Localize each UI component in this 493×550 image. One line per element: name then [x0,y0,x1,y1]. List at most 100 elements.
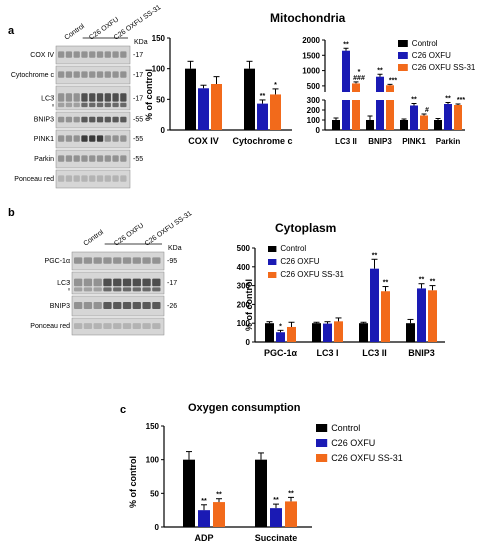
blot-b-band-ii [142,287,151,292]
blot-a-band-ii [120,102,127,108]
mito-right-category-label: BNIP3 [368,137,392,146]
blot-b-band-ii [113,287,122,292]
mito-left-tick-label: 100 [152,65,166,74]
cyto-significance: ** [372,252,378,259]
blot-a-band [58,135,65,142]
mito-legend-swatch [398,64,408,71]
blot-b-band [132,302,141,309]
blot-a-band [58,116,65,123]
blot-b-band [142,278,151,287]
blot-a-band [96,175,104,182]
mito-right-bar [410,105,418,130]
blot-b-band [152,257,161,264]
blot-a-band-ii [104,102,111,108]
blot-a-band [112,116,119,123]
oxygen-bar [285,501,297,527]
blot-b-kda-value: -26 [167,303,177,310]
blot-a-kda-value: -55 [133,156,143,163]
mito-right-bar [332,120,340,130]
blot-a-band-ii [96,102,104,108]
mito-right-bar-upper [352,83,360,92]
blot-b-kda-value: -17 [167,280,177,287]
oxygen-category-label: Succinate [255,533,298,543]
blot-a-band [112,71,119,78]
blot-a-band [73,135,80,142]
cyto-tick-label: 500 [237,244,251,253]
mito-left-category-label: Cytochrome c [232,136,292,146]
blot-a-band [73,116,80,123]
blot-a-band-ii [81,102,88,108]
blot-b-band [142,257,151,264]
mito-left-tick-label: 50 [156,95,165,104]
oxygen-legend-label: Control [331,423,360,433]
blot-a-band [58,155,65,162]
mito-left-category-label: COX IV [188,136,219,146]
blot-a-band [73,155,80,162]
mito-right-significance: ** [445,96,451,103]
mito-left-bar [185,68,196,130]
blot-a-band [89,116,96,123]
mito-right-bar-lower [386,100,394,130]
mito-right-category-label: PINK1 [402,137,426,146]
blot-a-strip [55,149,131,169]
blot-a-band [81,71,88,78]
blot-b-band [103,278,112,287]
panel-a-letter: a [8,25,15,37]
mito-right-bar [420,115,428,130]
blot-a-band [81,116,88,123]
cyto-bar [381,291,390,342]
blot-b-band-ii [122,287,132,292]
mito-right-significance: ** [377,67,383,74]
blot-a-strip [55,65,131,85]
cyto-category-label: LC3 I [316,348,338,358]
mito-right-category-label: LC3 II [335,137,357,146]
cyto-bar [428,290,437,342]
cyto-bar [417,288,426,342]
blot-b-band [83,257,93,264]
blot-a-band [89,175,96,182]
blot-a-band [65,175,73,182]
cyto-category-label: PGC-1α [264,348,298,358]
oxygen-bar [183,459,195,527]
blot-a-kda-value: -17 [133,72,143,79]
cyto-legend-label: C26 OXFU [280,257,319,266]
oxygen-legend-label: C26 OXFU SS-31 [331,453,403,463]
mito-right-lower-tick-label: 100 [307,116,321,125]
cyto-tick-label: 200 [237,300,251,309]
cyto-bar [276,332,285,342]
oxygen-significance: ** [288,490,294,497]
cyto-legend-swatch [268,246,277,252]
oxygen-bar [255,459,267,527]
blot-b-band [113,278,122,287]
blot-b-band [113,302,122,309]
mito-right-bar-upper [342,50,350,92]
mito-right-bar-upper [376,76,384,92]
mito-left-bar [270,94,281,130]
blot-b-band [74,323,83,330]
mito-legend-swatch [398,52,408,59]
oxygen-tick-label: 50 [150,489,159,498]
blot-a-band [120,175,127,182]
blot-a-band-ii [89,102,96,108]
blot-a-band [65,116,73,123]
blot-a-row-label: Parkin [34,156,54,163]
blot-b-band-ii [132,287,141,292]
cyto-tick-label: 100 [237,319,251,328]
blot-b-strip [71,251,165,271]
blot-b-band [122,257,132,264]
blot-b-band-ii [93,287,102,292]
mito-right-significance: ### [353,75,365,82]
blot-b-band [93,278,102,287]
blot-b-band [93,257,102,264]
mito-right-significance: *** [389,77,397,84]
mito-right-upper-tick-label: 500 [307,82,321,91]
blot-a-kda-value: -55 [133,117,143,124]
blot-b-row-label: BNIP3 [50,303,70,310]
blot-a-band-ii [58,102,65,108]
cyto-bar [359,323,368,342]
blot-a-row-label: COX IV [30,52,54,59]
blot-b-kda-header: KDa [168,245,182,252]
blot-a-lane-label: Control [63,23,86,42]
blot-a-band [81,93,88,102]
blot-a-band [65,135,73,142]
